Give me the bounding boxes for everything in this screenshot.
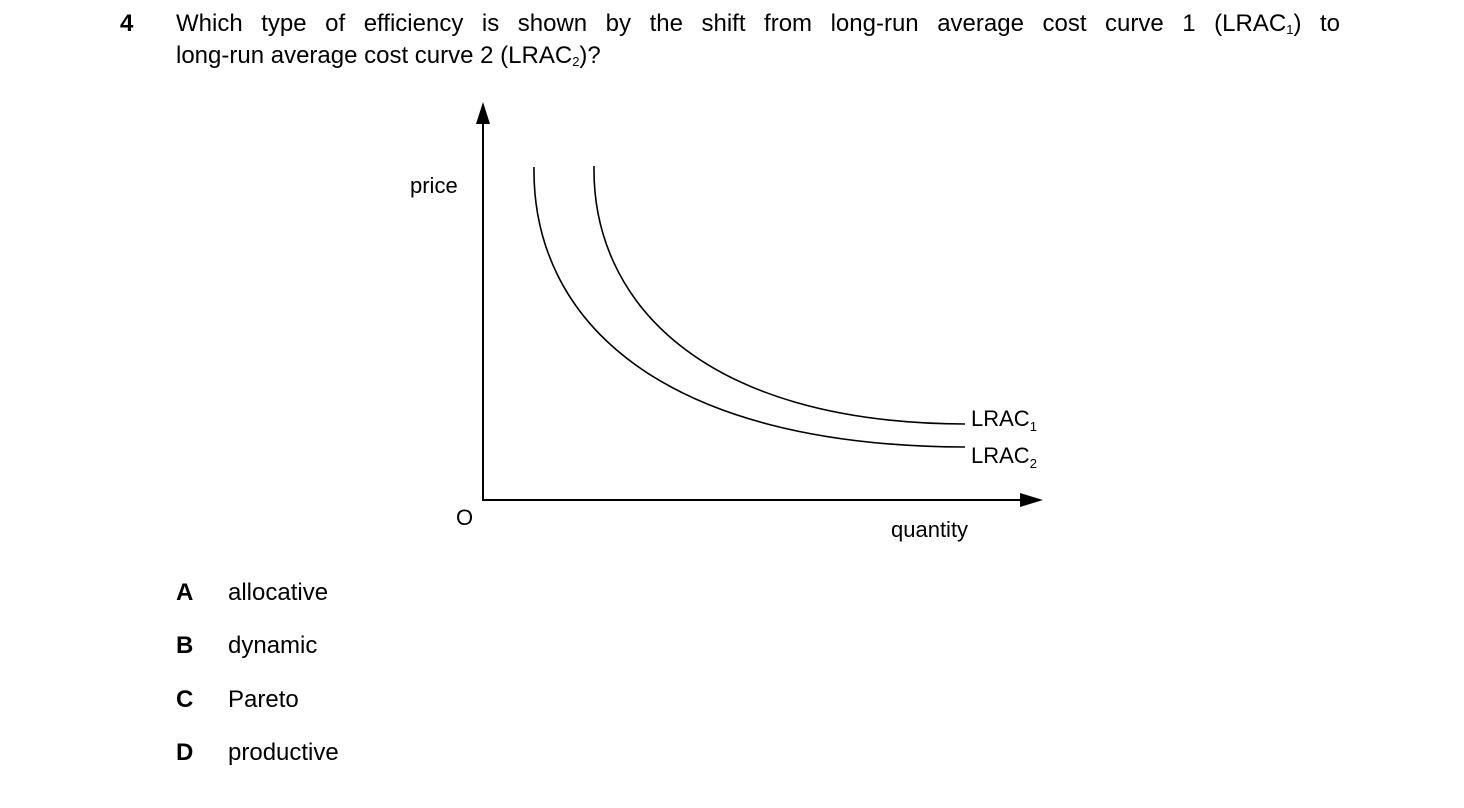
option-text: allocative <box>228 579 329 606</box>
option-letter: C <box>176 686 194 713</box>
question-line-1: Which type of efficiency is shown by the… <box>176 8 1340 40</box>
y-axis-label: price <box>410 173 458 198</box>
origin-label: O <box>456 505 473 530</box>
option-letter: B <box>176 632 194 659</box>
lrac2-label-text: LRAC <box>971 443 1030 468</box>
option-text: Pareto <box>228 686 299 713</box>
lrac2-label: LRAC2 <box>971 443 1037 471</box>
lrac1-label-text: LRAC <box>971 406 1030 431</box>
option-letter: A <box>176 579 194 606</box>
lrac1-curve <box>593 165 966 425</box>
y-axis-arrow <box>476 102 490 124</box>
option-letter: D <box>176 739 194 766</box>
question-line-1-suffix: ) to <box>1293 10 1340 37</box>
question-line-2: long-run average cost curve 2 (LRAC2)? <box>176 40 1340 72</box>
question-line-2-subscript: 2 <box>572 54 580 69</box>
lrac1-label: LRAC1 <box>971 406 1037 434</box>
lrac2-curve <box>533 166 966 448</box>
question-line-1-prefix: Which type of efficiency is shown by the… <box>176 10 1287 37</box>
question-line-2-suffix: )? <box>579 42 601 69</box>
option-c[interactable]: C Pareto <box>176 685 299 715</box>
question-text: Which type of efficiency is shown by the… <box>176 8 1340 72</box>
question-number: 4 <box>120 10 134 37</box>
lrac1-label-subscript: 1 <box>1030 419 1037 434</box>
question-line-2-prefix: long-run average cost curve 2 (LRAC <box>176 42 573 69</box>
option-text: productive <box>228 739 339 766</box>
lrac2-label-subscript: 2 <box>1030 456 1037 471</box>
x-axis-label: quantity <box>891 517 968 542</box>
option-text: dynamic <box>228 632 318 659</box>
question-line-1-subscript: 1 <box>1286 22 1294 37</box>
x-axis-arrow <box>1020 493 1043 507</box>
